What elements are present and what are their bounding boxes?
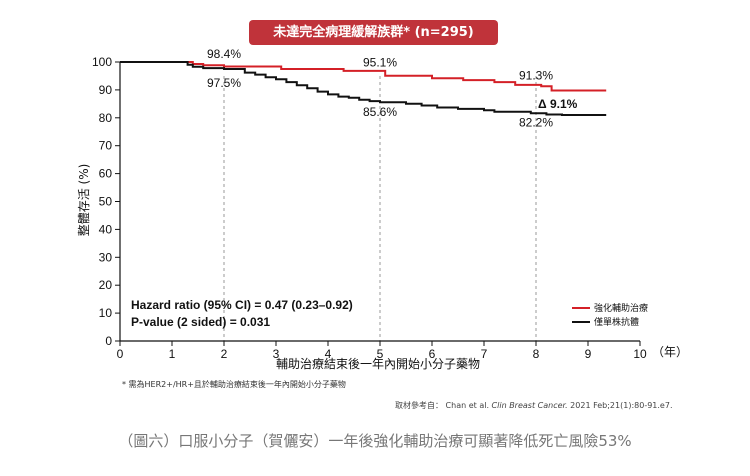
y-tick-label: 10 — [99, 306, 113, 320]
x-tick-label: 9 — [585, 347, 592, 361]
label-red-5y: 95.1% — [363, 56, 397, 70]
x-tick-label: 1 — [169, 347, 176, 361]
label-black-2y: 97.5% — [207, 76, 241, 90]
y-tick-label: 30 — [99, 250, 113, 264]
reference-lines — [223, 76, 537, 341]
y-tick-label: 20 — [99, 278, 113, 292]
source-prefix: 取材參考自： — [395, 401, 443, 410]
x-tick-label: 10 — [633, 347, 647, 361]
y-tick-label: 60 — [99, 167, 113, 181]
data-labels: 98.4% 97.5% 95.1% 85.6% 91.3% 82.2% — [207, 47, 553, 130]
y-tick-label: 0 — [105, 334, 112, 348]
y-tick-label: 100 — [92, 55, 112, 69]
x-tick-label: 4 — [325, 347, 332, 361]
y-tick-label: 40 — [99, 222, 113, 236]
label-black-8y: 82.2% — [519, 116, 553, 130]
x-tick-label: 6 — [429, 347, 436, 361]
figure-caption: （圖六）口服小分子（賀儷安）一年後強化輔助治療可顯著降低死亡風險53% — [118, 432, 632, 450]
source-journal: Clin Breast Cancer. — [491, 401, 568, 410]
x-tick-label: 2 — [221, 347, 228, 361]
series-line-black — [120, 61, 607, 116]
source-authors: Chan et al. — [445, 401, 489, 410]
series-layer — [120, 61, 607, 116]
y-tick-label: 70 — [99, 139, 113, 153]
x-tick-label: 7 — [481, 347, 488, 361]
chart-title: 未達完全病理緩解族群* (n=295) — [249, 20, 498, 45]
series-line-red — [120, 61, 607, 92]
legend: 強化輔助治療 僅單株抗體 — [572, 302, 648, 328]
source-citation: 取材參考自： Chan et al. Clin Breast Cancer. 2… — [395, 400, 672, 411]
p-value-text: P-value (2 sided) = 0.031 — [131, 315, 270, 329]
footnote: * 需為HER2+/HR+且於輔助治療結束後一年內開始小分子藥物 — [122, 380, 346, 389]
y-tick-label: 90 — [99, 83, 113, 97]
y-tick-label: 80 — [99, 111, 113, 125]
x-axis-label: 輔助治療結束後一年內開始小分子藥物 — [276, 357, 480, 371]
x-tick-label: 0 — [117, 347, 124, 361]
label-red-8y: 91.3% — [519, 68, 553, 82]
hazard-ratio-text: Hazard ratio (95% CI) = 0.47 (0.23–0.92) — [131, 298, 353, 312]
legend-label-red: 強化輔助治療 — [594, 302, 648, 314]
delta-annotation: Δ 9.1% — [538, 97, 578, 111]
x-tick-label: 8 — [533, 347, 540, 361]
legend-label-black: 僅單株抗體 — [594, 316, 639, 328]
axes: 0 10 20 30 40 50 60 70 80 90 100 0 1 2 3 4 5 6 7 8 9 10 — [92, 55, 647, 361]
x-axis-unit: （年） — [652, 345, 688, 359]
source-rest: 2021 Feb;21(1):80-91.e7. — [570, 401, 673, 410]
y-axis-label: 整體存活 (%) — [76, 164, 91, 237]
label-black-5y: 85.6% — [363, 105, 397, 119]
x-tick-label: 5 — [377, 347, 384, 361]
y-tick-label: 50 — [99, 195, 113, 209]
x-tick-label: 3 — [273, 347, 280, 361]
label-red-2y: 98.4% — [207, 47, 241, 61]
